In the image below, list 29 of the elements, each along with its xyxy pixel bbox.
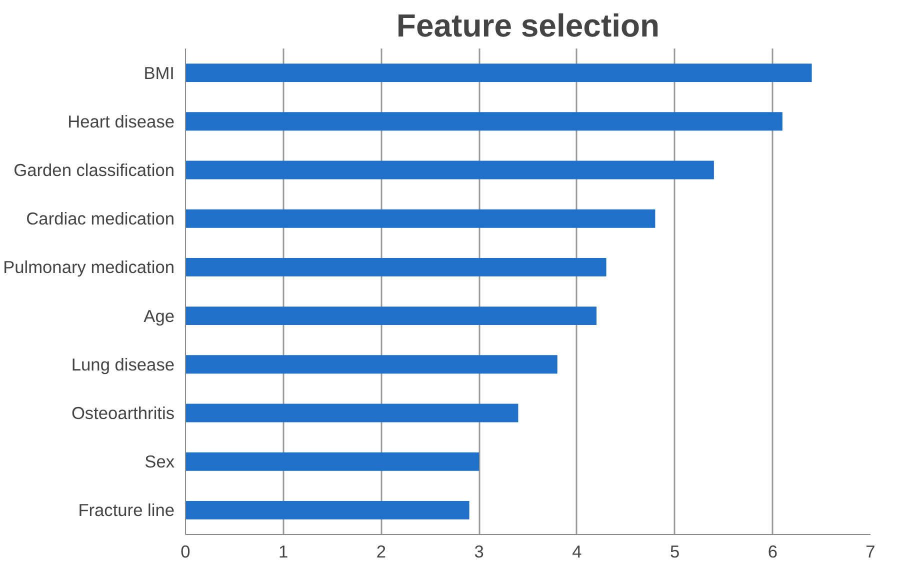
bar xyxy=(186,112,782,131)
chart-title: Feature selection xyxy=(396,8,660,44)
y-tick-label: Garden classification xyxy=(14,160,174,180)
y-tick-label: Age xyxy=(144,306,175,326)
x-tick-label: 6 xyxy=(768,542,778,562)
bar xyxy=(186,258,606,276)
bar xyxy=(186,160,714,180)
y-tick-label: Cardiac medication xyxy=(26,208,175,229)
bar xyxy=(186,500,470,520)
bar xyxy=(186,452,480,471)
y-tick-label: Heart disease xyxy=(68,111,175,132)
y-tick-label: BMI xyxy=(144,62,175,83)
bar xyxy=(186,355,558,374)
bar xyxy=(186,64,812,82)
x-tick-label: 1 xyxy=(278,542,288,562)
x-tick-label: 4 xyxy=(572,542,582,562)
y-tick-label: Osteoarthritis xyxy=(71,403,175,423)
bar xyxy=(186,404,518,422)
y-tick-label: Pulmonary medication xyxy=(3,257,174,278)
x-tick-label: 7 xyxy=(866,542,876,562)
y-tick-label: Fracture line xyxy=(78,500,175,520)
x-tick-label: 3 xyxy=(474,542,484,562)
x-tick-label: 5 xyxy=(670,542,680,562)
x-tick-label: 0 xyxy=(180,542,190,562)
y-tick-label: Lung disease xyxy=(71,354,175,374)
x-tick-label: 2 xyxy=(376,542,386,562)
bar xyxy=(186,306,596,326)
bar xyxy=(186,209,656,228)
y-tick-label: Sex xyxy=(144,452,175,472)
